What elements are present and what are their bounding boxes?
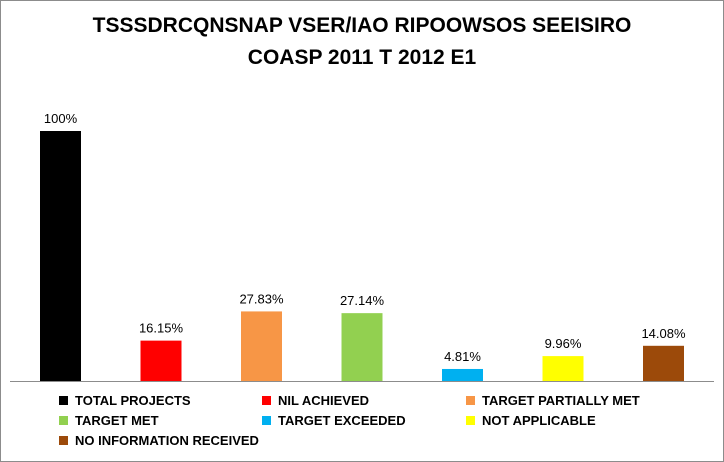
bar-4 — [341, 313, 383, 381]
bar-7 — [643, 345, 684, 381]
legend-item-4: TARGET MET — [59, 412, 159, 428]
legend-swatch-1 — [59, 395, 68, 405]
legend-swatch-5 — [262, 415, 271, 425]
chart-title-line-1: TSSSDRCQNSNAP VSER/IAO RIPOOWSOS SEEISIR… — [92, 14, 632, 37]
data-label-5: 4.81% — [444, 349, 481, 364]
legend-item-7: NO INFORMATION RECEIVED — [59, 432, 259, 448]
legend-label-5: TARGET EXCEEDED — [278, 412, 406, 428]
bar-5 — [442, 368, 483, 381]
legend-label-2: NIL ACHIEVED — [278, 392, 370, 408]
legend-swatch-2 — [262, 395, 271, 405]
data-label-2: 16.15% — [139, 321, 184, 336]
legend-label-4: TARGET MET — [75, 412, 159, 428]
legend-item-6: NOT APPLICABLE — [466, 412, 596, 428]
legend-swatch-6 — [466, 415, 475, 425]
legend-item-3: TARGET PARTIALLY MET — [466, 392, 640, 408]
chart-title-line-2: COASP 2011 T 2012 E1 — [247, 46, 477, 69]
data-label-6: 9.96% — [545, 336, 582, 351]
bar-3 — [241, 311, 282, 381]
legend-item-2: NIL ACHIEVED — [262, 392, 369, 408]
data-label-1: 100% — [44, 111, 78, 126]
legend-label-3: TARGET PARTIALLY MET — [482, 392, 640, 408]
legend-swatch-7 — [59, 435, 68, 445]
data-label-3: 27.83% — [239, 291, 284, 306]
data-label-4: 27.14% — [340, 293, 385, 308]
legend-swatch-3 — [466, 395, 475, 405]
legend-item-5: TARGET EXCEEDED — [262, 412, 406, 428]
legend-label-6: NOT APPLICABLE — [482, 412, 596, 428]
bar-1 — [40, 131, 81, 381]
legend-label-7: NO INFORMATION RECEIVED — [75, 432, 259, 448]
data-label-7: 14.08% — [641, 326, 686, 341]
legend-swatch-4 — [59, 415, 68, 425]
legend-label-1: TOTAL PROJECTS — [75, 392, 191, 408]
legend-item-1: TOTAL PROJECTS — [59, 392, 191, 408]
bar-2 — [140, 340, 182, 381]
bar-6 — [542, 356, 584, 381]
